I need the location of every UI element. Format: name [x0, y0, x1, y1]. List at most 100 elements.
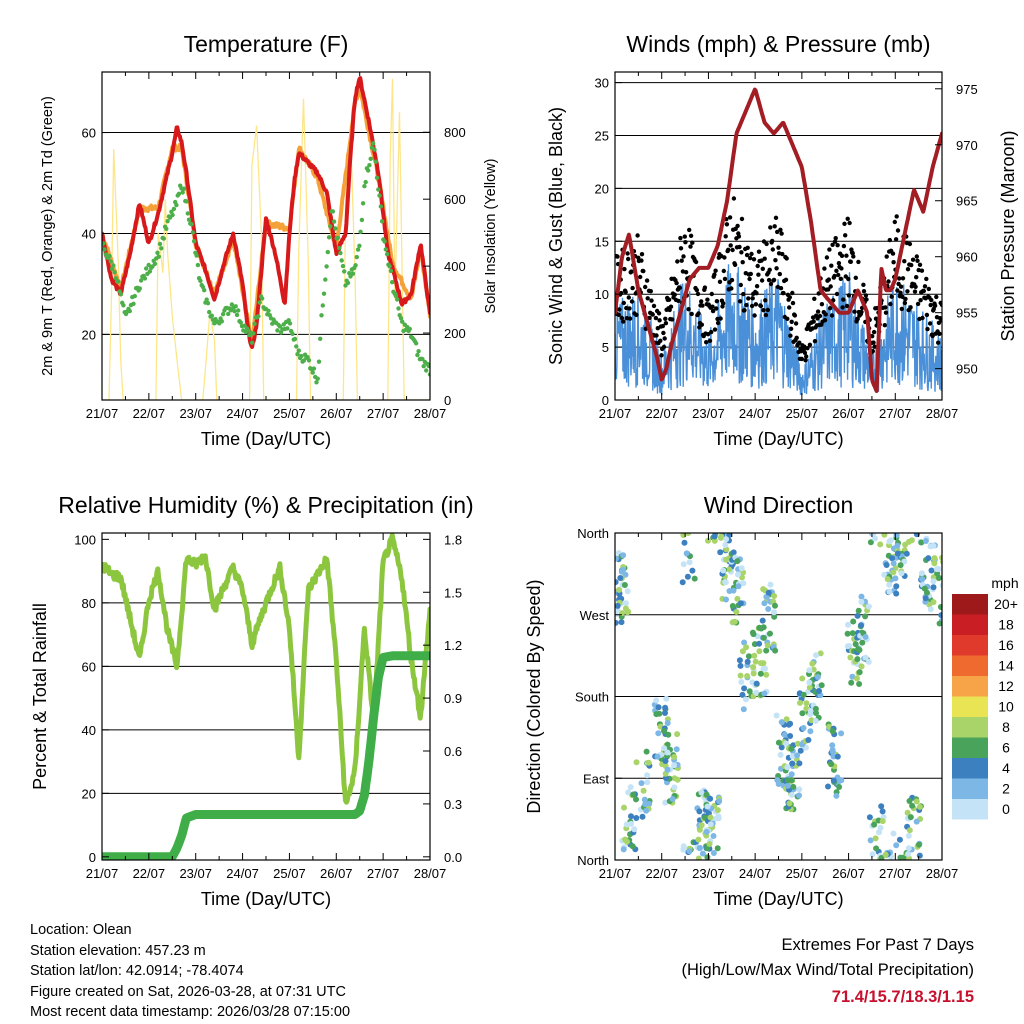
dewpoint-point [371, 141, 376, 146]
wind-gust-point [804, 354, 809, 359]
wind-gust-point [721, 301, 726, 306]
wind-direction-point [877, 541, 884, 548]
wind-direction-point [615, 602, 621, 609]
dewpoint-point [330, 209, 336, 214]
wind-gust-point [712, 327, 718, 332]
temp-y-axis-label: 2m & 9m T (Red, Orange) & 2m Td (Green) [40, 96, 56, 376]
wind-direction-point [909, 802, 916, 809]
wind-y2-axis-label: Station Pressure (Maroon) [998, 130, 1018, 341]
wind-gust-point [662, 336, 667, 341]
dewpoint-point [328, 224, 333, 229]
wind-direction-point [785, 721, 792, 728]
wind-gust-point [764, 241, 769, 247]
wind-gust-point [891, 260, 896, 265]
wind-direction-point [750, 664, 757, 671]
dir-ytick-label: East [583, 771, 609, 786]
dewpoint-point [205, 301, 211, 306]
wind-direction-point [615, 611, 619, 617]
wind-gust-point [712, 272, 717, 277]
wind-direction-point [852, 641, 859, 648]
wind-direction-point [869, 851, 876, 858]
dir-xtick-label: 27/07 [879, 866, 912, 881]
dewpoint-point [358, 229, 363, 234]
wind-direction-point [884, 576, 891, 583]
dewpoint-point [424, 368, 429, 373]
wind-direction-point [639, 813, 646, 820]
wind-direction-point [934, 570, 941, 577]
wind-direction-point [763, 647, 770, 654]
dewpoint-point [142, 276, 148, 281]
wind-gust-point [807, 342, 813, 347]
wind-direction-point [744, 658, 751, 665]
legend-label: 8 [1002, 719, 1010, 735]
dewpoint-point [111, 263, 116, 268]
wind-direction-point [866, 814, 873, 821]
wind-gust-point [705, 297, 710, 302]
wind-direction-point [854, 612, 861, 619]
dewpoint-point [176, 191, 182, 196]
extremes-heading: Extremes For Past 7 Days [781, 936, 974, 954]
wind-direction-point [633, 759, 640, 766]
wind-gust-point [915, 301, 921, 307]
sonic-wind-line [615, 264, 942, 396]
wind-direction-point [765, 606, 772, 612]
wind-direction-point [753, 689, 760, 696]
wind-gust-point [903, 296, 908, 302]
wind-direction-point [767, 581, 774, 588]
temp-x-axis-label: Time (Day/UTC) [201, 429, 331, 449]
wind-direction-point [849, 673, 856, 680]
wind-direction-point [718, 533, 725, 540]
wind-direction-point [922, 595, 929, 602]
wind-gust-point [921, 288, 926, 294]
wind-gust-point [714, 299, 720, 304]
wind-gust-point [634, 312, 639, 318]
wind-gust-point [886, 279, 891, 284]
dewpoint-point [287, 321, 293, 326]
wind-gust-point [852, 309, 857, 314]
legend-swatch [952, 635, 988, 656]
temp-y2tick-label: 400 [444, 259, 466, 274]
legend-label: 20+ [994, 596, 1018, 612]
wind-gust-point [924, 312, 930, 318]
rh-ytick-label: 40 [82, 723, 96, 738]
dewpoint-point [318, 336, 323, 341]
dewpoint-point [156, 254, 161, 259]
wind-direction-point [664, 766, 671, 773]
wind-gust-point [722, 255, 727, 260]
wind-gust-point [915, 258, 920, 263]
wind-direction-point [927, 606, 934, 613]
wind-gust-point [738, 282, 743, 288]
legend-swatch [952, 758, 988, 779]
wind-gust-point [770, 247, 775, 252]
wind-gust-point [895, 228, 901, 233]
wind-direction-point [790, 783, 797, 790]
wind-direction-point [738, 565, 745, 572]
wind-gust-point [790, 300, 796, 306]
wind-direction-point [904, 809, 911, 816]
wind-direction-point [838, 730, 845, 737]
dewpoint-point [116, 279, 121, 284]
dewpoint-point [372, 147, 377, 152]
wind-gust-point [832, 273, 837, 279]
wind-direction-point [758, 625, 765, 632]
dewpoint-point [146, 262, 151, 268]
wind-direction-point [876, 829, 882, 836]
wind-direction-point [703, 828, 710, 835]
wind-direction-point [916, 852, 923, 859]
dewpoint-point [396, 306, 401, 311]
wind-direction-point [726, 588, 733, 594]
wind-direction-point [654, 753, 661, 760]
wind-direction-point [800, 725, 807, 731]
wind-gust-point [929, 297, 934, 303]
wind-gust-point [746, 296, 751, 301]
wind-direction-point [930, 578, 937, 585]
wind-direction-point [627, 784, 634, 791]
dewpoint-point [107, 253, 112, 259]
wind-gust-point [912, 289, 918, 294]
legend-swatch [952, 614, 988, 635]
wind-gust-point [759, 258, 764, 263]
wind-direction-point [862, 633, 869, 640]
dewpoint-point [164, 226, 169, 231]
wind-direction-point [828, 761, 835, 767]
extremes-subheading: (High/Low/Max Wind/Total Precipitation) [681, 961, 974, 979]
